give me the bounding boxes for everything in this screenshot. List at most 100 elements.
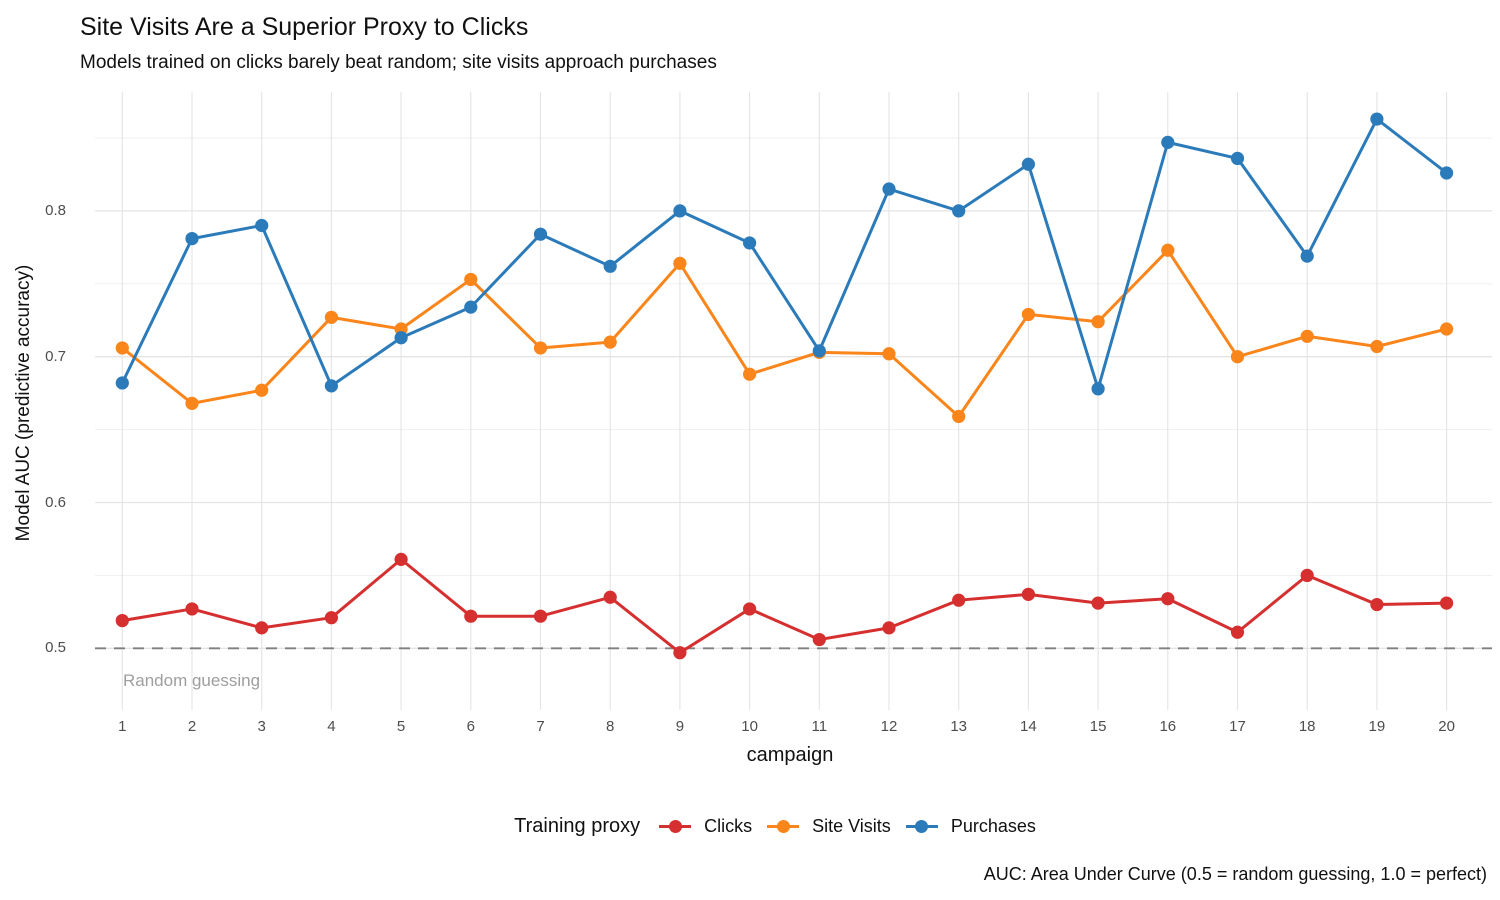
data-point-site-visits xyxy=(1300,329,1314,343)
x-tick-label: 1 xyxy=(118,718,127,735)
data-point-purchases xyxy=(1300,249,1314,263)
legend-key-icon xyxy=(659,819,692,833)
data-point-site-visits xyxy=(1021,307,1035,322)
data-point-clicks xyxy=(185,602,199,616)
series-line-purchases xyxy=(120,117,1449,391)
data-point-purchases xyxy=(115,376,129,390)
x-tick-label: 10 xyxy=(741,718,758,735)
x-tick-label: 12 xyxy=(880,718,898,735)
data-point-clicks xyxy=(603,590,617,604)
data-point-clicks xyxy=(1370,597,1384,612)
data-point-site-visits xyxy=(1440,322,1454,336)
data-point-site-visits xyxy=(533,341,548,355)
x-tick-label: 15 xyxy=(1089,718,1107,735)
data-point-site-visits xyxy=(324,310,338,324)
data-point-purchases xyxy=(812,344,826,358)
x-tick-label: 20 xyxy=(1438,718,1455,735)
data-point-site-visits xyxy=(185,396,199,410)
chart-subtitle: Models trained on clicks barely beat ran… xyxy=(80,52,717,73)
data-point-purchases xyxy=(743,236,757,250)
x-tick-label: 18 xyxy=(1298,718,1316,735)
y-axis-title: Model AUC (predictive accuracy) xyxy=(13,264,34,542)
legend-item-purchases: Purchases xyxy=(905,815,1036,837)
data-point-purchases xyxy=(603,259,617,273)
data-point-site-visits xyxy=(603,335,617,349)
data-point-purchases xyxy=(1161,135,1175,149)
data-point-clicks xyxy=(255,621,269,635)
series-line-clicks xyxy=(120,557,1449,655)
x-tick-label: 4 xyxy=(327,718,336,735)
data-point-site-visits xyxy=(1161,243,1175,257)
y-tick-label: 0.7 xyxy=(45,347,66,365)
data-point-clicks xyxy=(952,593,966,607)
x-tick-label: 14 xyxy=(1020,718,1037,735)
legend-key-icon xyxy=(905,819,938,833)
legend-key-icon xyxy=(767,819,800,833)
data-point-clicks xyxy=(1230,625,1245,639)
data-point-purchases xyxy=(324,379,338,393)
data-point-purchases xyxy=(394,331,408,345)
data-point-site-visits xyxy=(115,341,129,355)
data-point-clicks xyxy=(1091,596,1105,610)
x-tick-label: 3 xyxy=(257,718,266,735)
x-tick-label: 6 xyxy=(466,718,475,735)
data-point-site-visits xyxy=(1370,339,1384,354)
data-point-purchases xyxy=(185,232,199,246)
data-point-clicks xyxy=(1021,587,1035,601)
reference-line-label: Random guessing xyxy=(123,671,261,690)
x-tick-label: 9 xyxy=(675,718,685,735)
data-point-clicks xyxy=(1440,596,1454,610)
data-point-site-visits xyxy=(464,272,478,287)
data-point-clicks xyxy=(882,621,896,635)
legend-label: Clicks xyxy=(704,815,753,836)
data-point-purchases xyxy=(533,227,548,241)
data-point-clicks xyxy=(324,611,338,625)
data-point-purchases xyxy=(1021,157,1035,171)
legend-title: Training proxy xyxy=(514,814,641,837)
data-point-site-visits xyxy=(1091,315,1105,329)
x-tick-label: 5 xyxy=(396,718,406,735)
data-point-clicks xyxy=(1161,592,1175,606)
legend-label: Site Visits xyxy=(812,815,891,836)
x-tick-label: 2 xyxy=(187,718,197,735)
data-point-purchases xyxy=(1440,166,1454,180)
data-point-purchases xyxy=(255,218,269,233)
x-axis-title: campaign xyxy=(746,744,834,766)
data-point-purchases xyxy=(1230,151,1245,166)
chart-title: Site Visits Are a Superior Proxy to Clic… xyxy=(80,13,529,41)
data-point-clicks xyxy=(115,613,129,628)
data-point-clicks xyxy=(533,609,548,623)
data-point-purchases xyxy=(464,300,478,314)
data-point-clicks xyxy=(743,602,757,616)
data-point-clicks xyxy=(673,646,687,660)
data-point-purchases xyxy=(1091,382,1105,396)
data-point-site-visits xyxy=(1230,350,1245,364)
x-tick-label: 17 xyxy=(1229,718,1246,735)
data-point-site-visits xyxy=(255,383,269,397)
data-point-purchases xyxy=(952,204,966,218)
data-point-site-visits xyxy=(952,409,966,424)
data-point-site-visits xyxy=(743,367,757,381)
chart-caption: AUC: Area Under Curve (0.5 = random gues… xyxy=(983,864,1487,884)
x-tick-label: 19 xyxy=(1368,718,1386,735)
data-point-clicks xyxy=(1300,568,1314,583)
legend-item-clicks: Clicks xyxy=(659,816,752,837)
y-tick-label: 0.6 xyxy=(45,493,66,511)
x-tick-label: 8 xyxy=(606,718,615,735)
series-line-site-visits xyxy=(120,248,1449,418)
legend: Training proxy Clicks Site Visits Purchase… xyxy=(50,808,1500,844)
data-point-clicks xyxy=(464,609,478,623)
x-tick-label: 16 xyxy=(1159,718,1177,735)
data-point-purchases xyxy=(1370,112,1384,126)
x-tick-label: 7 xyxy=(536,718,545,735)
y-tick-label: 0.5 xyxy=(45,639,66,657)
data-point-clicks xyxy=(394,552,408,566)
data-point-purchases xyxy=(673,204,687,218)
data-point-site-visits xyxy=(882,347,896,361)
y-tick-label: 0.8 xyxy=(45,201,66,219)
x-tick-label: 13 xyxy=(950,718,968,735)
x-tick-label: 11 xyxy=(811,718,828,735)
data-point-purchases xyxy=(882,182,896,196)
legend-label: Purchases xyxy=(950,815,1036,836)
